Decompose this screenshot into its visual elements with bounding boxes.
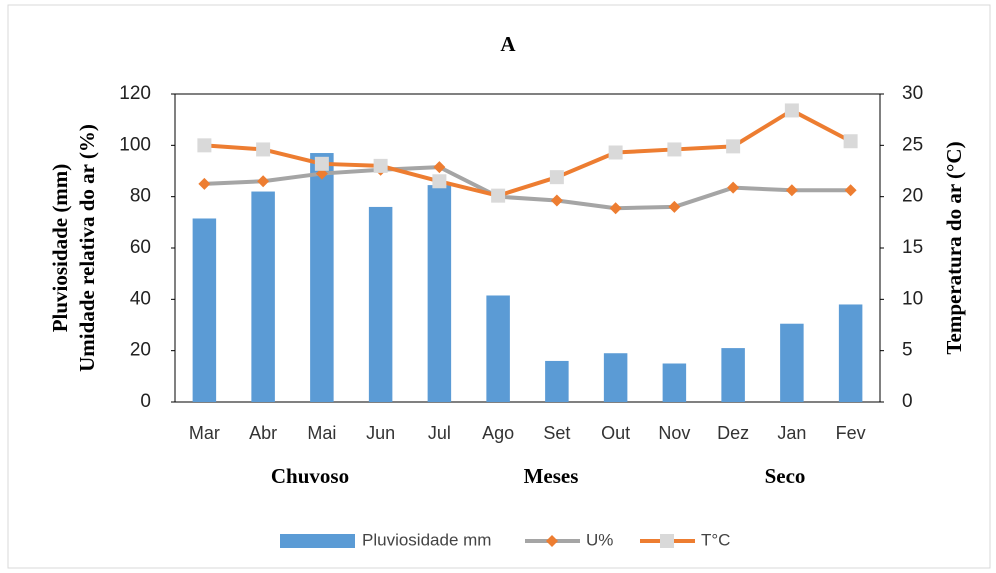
legend-swatch: [280, 534, 355, 548]
legend-marker: [660, 534, 674, 548]
marker: [550, 194, 563, 207]
y2-tick-label: 15: [902, 237, 923, 258]
marker: [609, 202, 622, 215]
x-tick-label: Mar: [189, 423, 220, 443]
y-axis-label: Pluviosidade (mm): [48, 164, 72, 333]
chart-title: A: [500, 32, 516, 56]
marker: [844, 184, 857, 197]
marker: [727, 181, 740, 194]
marker: [314, 156, 329, 171]
annotation: Meses: [524, 464, 579, 488]
bar: [721, 348, 745, 402]
bar: [192, 218, 217, 402]
marker: [667, 142, 682, 157]
y-tick-label: 80: [130, 186, 151, 207]
y2-tick-label: 20: [902, 186, 923, 207]
marker: [197, 138, 212, 153]
x-tick-label: Out: [601, 423, 630, 443]
bar: [486, 295, 510, 402]
y-tick-label: 0: [140, 391, 151, 412]
y-tick-label: 120: [119, 83, 151, 104]
y-tick-label: 100: [119, 134, 151, 155]
marker: [784, 103, 799, 118]
annotation: Chuvoso: [271, 464, 349, 488]
line: [204, 165, 851, 211]
x-tick-label: Mai: [307, 423, 336, 443]
marker: [198, 177, 211, 190]
marker: [257, 175, 270, 188]
bar: [368, 206, 393, 402]
marker: [726, 139, 741, 154]
annotation: Seco: [765, 464, 806, 488]
bar: [427, 185, 452, 402]
y2-axis-label: Temperatura do ar (°C): [942, 141, 966, 354]
marker: [608, 145, 623, 160]
y-tick-label: 60: [130, 237, 151, 258]
y2-tick-label: 25: [902, 134, 923, 155]
marker: [491, 188, 506, 203]
x-tick-label: Ago: [482, 423, 514, 443]
line: [204, 108, 852, 198]
x-tick-label: Jun: [366, 423, 395, 443]
y-tick-label: 20: [130, 340, 151, 361]
bar: [251, 191, 275, 402]
legend-label: U%: [586, 530, 613, 549]
bar: [838, 304, 863, 402]
y2-tick-label: 10: [902, 288, 923, 309]
marker: [668, 200, 681, 213]
marker: [373, 158, 388, 173]
marker: [785, 184, 798, 197]
marker: [256, 142, 271, 157]
bar: [662, 363, 687, 402]
y-axis-label: Umidade relativa do ar (%): [75, 124, 99, 372]
chart-border: [7, 4, 991, 569]
legend-label: Pluviosidade mm: [362, 530, 491, 549]
bar: [545, 360, 569, 402]
y-tick-label: 40: [130, 288, 151, 309]
y2-tick-label: 5: [902, 340, 913, 361]
x-tick-label: Abr: [249, 423, 277, 443]
x-tick-label: Set: [543, 423, 570, 443]
marker: [433, 161, 446, 174]
marker: [843, 134, 858, 149]
bar: [780, 323, 804, 402]
y2-tick-label: 0: [902, 391, 913, 412]
legend-marker: [546, 535, 558, 547]
x-tick-label: Fev: [836, 423, 866, 443]
legend-label: T°C: [701, 530, 730, 549]
marker: [432, 174, 447, 189]
x-tick-label: Jul: [428, 423, 451, 443]
bar: [310, 153, 334, 402]
marker: [549, 170, 564, 185]
y2-tick-label: 30: [902, 83, 923, 104]
x-tick-label: Nov: [658, 423, 690, 443]
x-tick-label: Dez: [717, 423, 749, 443]
bar: [603, 353, 628, 402]
x-tick-label: Jan: [777, 423, 806, 443]
